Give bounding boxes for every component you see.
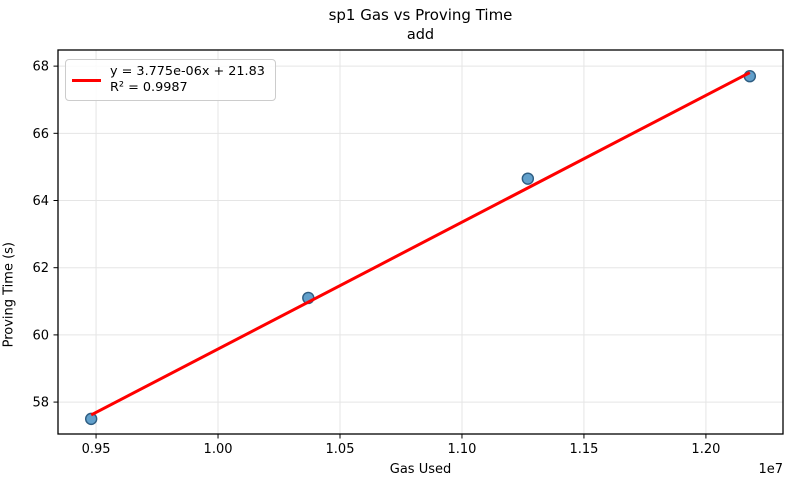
legend-equation: y = 3.775e-06x + 21.83 xyxy=(110,64,265,79)
svg-text:1.20: 1.20 xyxy=(691,442,720,457)
svg-text:58: 58 xyxy=(32,396,49,411)
x-axis-label: Gas Used xyxy=(389,462,452,477)
svg-text:62: 62 xyxy=(32,261,49,276)
scatter-points xyxy=(84,70,757,426)
svg-text:1.05: 1.05 xyxy=(326,442,355,457)
gridlines xyxy=(58,50,783,434)
fit-line xyxy=(90,71,751,417)
axis-ticks xyxy=(53,65,707,439)
figure-title: sp1 Gas vs Proving Time xyxy=(328,6,513,24)
svg-text:1.15: 1.15 xyxy=(569,442,598,457)
svg-text:68: 68 xyxy=(32,60,49,75)
y-axis-label-text: Proving Time (s) xyxy=(1,241,16,348)
legend-line-sample xyxy=(72,78,101,82)
svg-text:66: 66 xyxy=(32,127,49,142)
svg-text:1.10: 1.10 xyxy=(447,442,476,457)
svg-text:64: 64 xyxy=(32,194,49,209)
legend: y = 3.775e-06x + 21.83 R² = 0.9987 xyxy=(65,59,276,101)
svg-text:60: 60 xyxy=(32,328,49,343)
legend-r-squared: R² = 0.9987 xyxy=(110,80,188,95)
legend-text: y = 3.775e-06x + 21.83 R² = 0.9987 xyxy=(110,64,265,96)
svg-text:0.95: 0.95 xyxy=(82,442,111,457)
svg-text:1.00: 1.00 xyxy=(204,442,233,457)
plot-frame xyxy=(57,49,784,435)
figure-subtitle: add xyxy=(406,27,435,43)
x-offset-label: 1e7 xyxy=(758,462,783,477)
tick-labels: 0.95 1.00 1.05 1.10 1.15 1.20 58 60 62 64 66 68 xyxy=(32,60,720,457)
